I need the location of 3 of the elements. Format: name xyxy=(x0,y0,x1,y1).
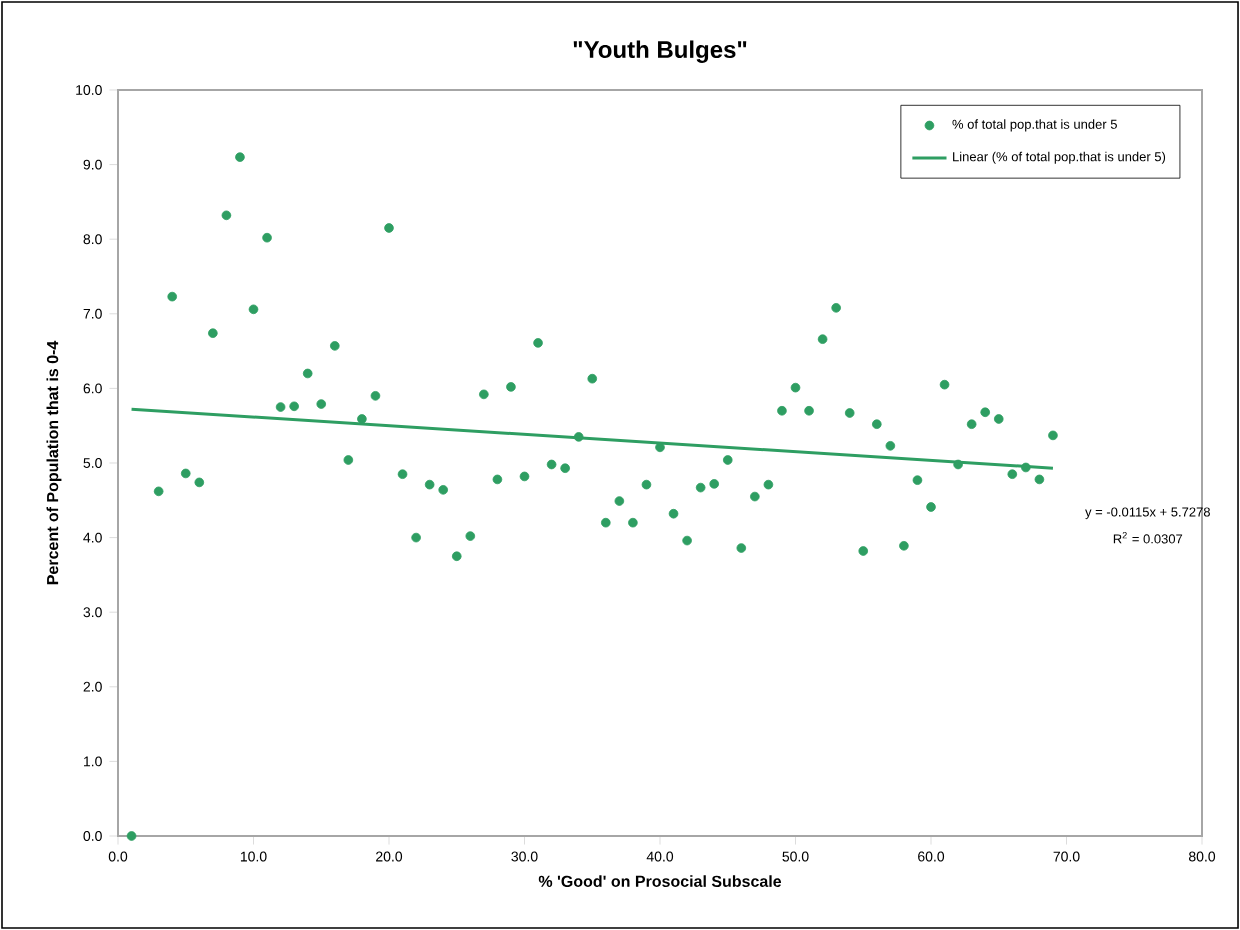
y-axis-title: Percent of Population that is 0-4 xyxy=(46,340,62,585)
x-axis-title: % 'Good' on Prosocial Subscale xyxy=(538,875,782,887)
chart-title: "Youth Bulges" xyxy=(573,40,747,63)
